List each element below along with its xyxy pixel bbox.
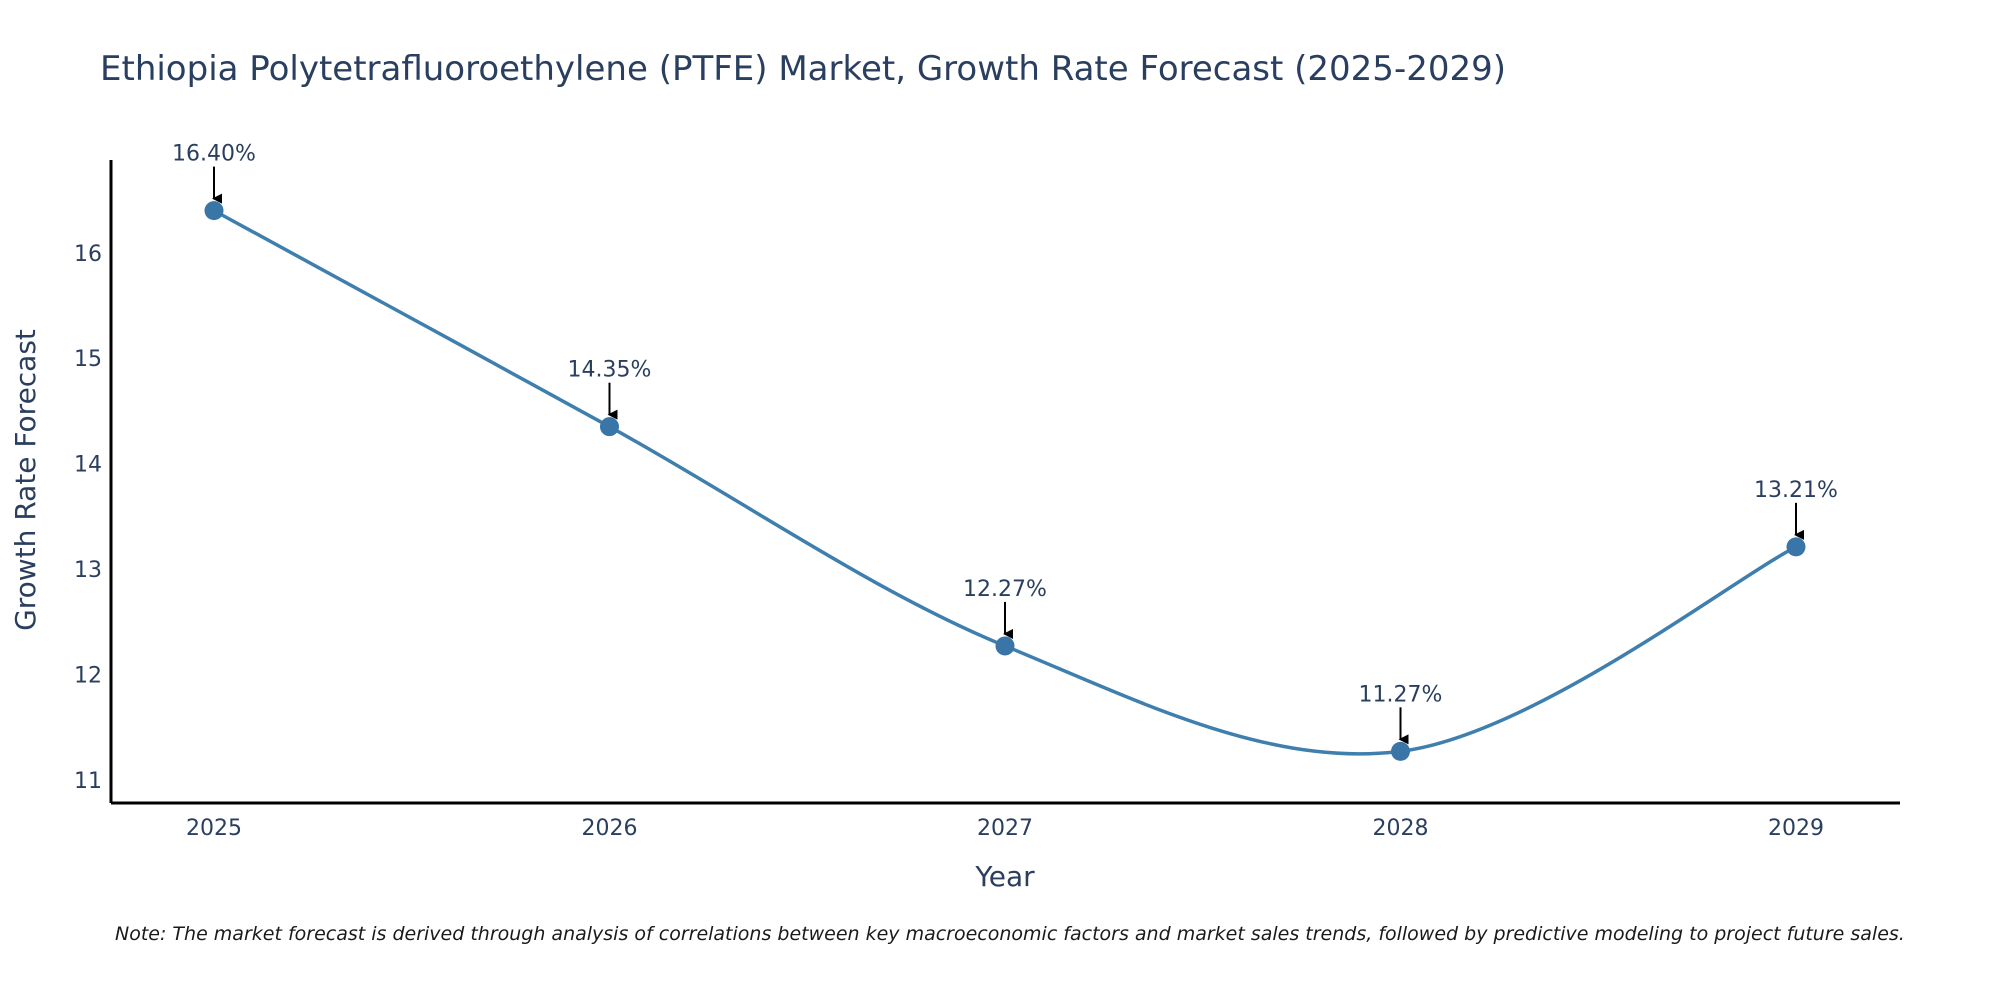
x-axis-title: Year <box>974 860 1035 893</box>
chart-note: Note: The market forecast is derived thr… <box>115 923 1905 945</box>
data-label: 13.21% <box>1754 478 1838 503</box>
data-label: 11.27% <box>1359 682 1443 707</box>
y-tick-label: 14 <box>74 453 102 478</box>
data-point <box>1786 537 1806 557</box>
x-tick-label: 2025 <box>186 816 242 841</box>
x-tick-label: 2028 <box>1373 816 1429 841</box>
x-tick-label: 2026 <box>582 816 638 841</box>
data-label: 12.27% <box>963 577 1047 602</box>
series-line <box>212 208 1798 756</box>
data-point <box>600 417 619 437</box>
data-label: 14.35% <box>568 358 652 383</box>
y-tick-label: 16 <box>74 242 102 267</box>
plot-layer: 11 12 13 14 15 16 2025 2026 2027 2028 2029 16.40% 14… <box>74 142 1838 841</box>
chart-title: Ethiopia Polytetrafluoroethylene (PTFE) … <box>100 49 1506 89</box>
y-tick-label: 15 <box>74 347 102 372</box>
data-point <box>995 636 1015 656</box>
y-tick-label: 11 <box>74 769 102 794</box>
y-axis-title: Growth Rate Forecast <box>9 329 42 631</box>
data-label: 16.40% <box>172 142 256 167</box>
data-point <box>204 201 224 221</box>
y-tick-label: 12 <box>74 663 102 688</box>
x-tick-label: 2027 <box>977 816 1033 841</box>
x-tick-label: 2029 <box>1768 816 1824 841</box>
y-tick-label: 13 <box>74 558 102 583</box>
data-point <box>1391 741 1410 761</box>
